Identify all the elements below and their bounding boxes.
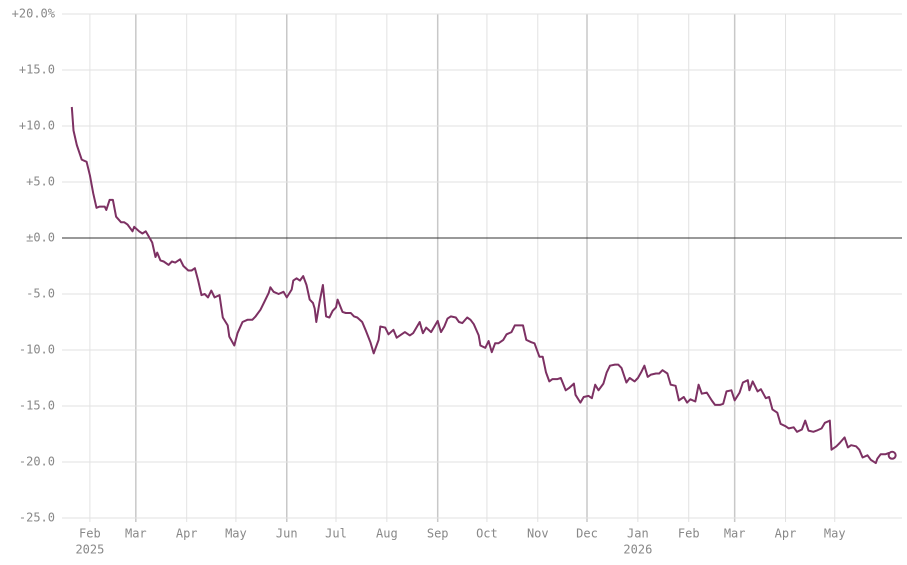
y-tick-label: +10.0 — [19, 119, 55, 133]
y-tick-label: -20.0 — [19, 455, 55, 469]
y-tick-label: -10.0 — [19, 343, 55, 357]
x-tick-label: May — [824, 527, 846, 541]
y-tick-label: +15.0 — [19, 63, 55, 77]
x-tick-label: Mar — [724, 527, 746, 541]
y-tick-label: ±0.0 — [26, 231, 55, 245]
y-tick-label: -25.0 — [19, 511, 55, 525]
x-tick-label: Oct — [476, 527, 498, 541]
y-tick-label: +20.0% — [12, 7, 56, 21]
x-tick-label: Dec — [576, 527, 598, 541]
end-point — [887, 450, 897, 460]
x-tick-label: Apr — [775, 527, 797, 541]
x-tick-label: Feb — [678, 527, 700, 541]
line — [70, 106, 893, 465]
x-year-label: 2026 — [623, 543, 652, 557]
x-tick-label: Sep — [427, 527, 449, 541]
x-tick-label: May — [225, 527, 247, 541]
x-tick-label: Jul — [325, 527, 347, 541]
x-tick-label: Mar — [125, 527, 147, 541]
y-tick-label: +5.0 — [26, 175, 55, 189]
x-year-label: 2025 — [75, 543, 104, 557]
x-tick-label: Feb — [79, 527, 101, 541]
x-tick-label: Apr — [176, 527, 198, 541]
x-tick-label: Jun — [276, 527, 298, 541]
x-tick-label: Aug — [376, 527, 398, 541]
x-tick-label: Nov — [527, 527, 549, 541]
x-tick-label: Jan — [627, 527, 649, 541]
y-tick-label: -5.0 — [26, 287, 55, 301]
y-tick-label: -15.0 — [19, 399, 55, 413]
